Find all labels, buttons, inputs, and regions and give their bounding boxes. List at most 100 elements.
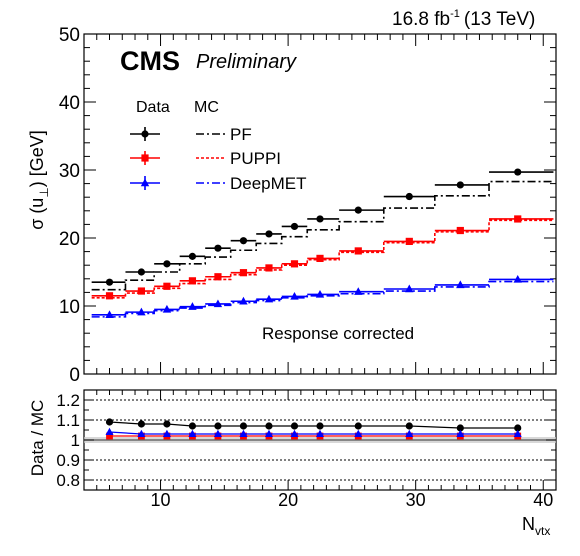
ratio-point-deepmet [456, 429, 465, 437]
data-point-deepmet [264, 294, 274, 303]
ratio-y-axis-title: Data / MC [28, 400, 47, 477]
legend-label-pf: PF [230, 125, 252, 144]
data-point-pf [456, 181, 464, 189]
legend-data-header: Data [136, 99, 170, 116]
legend-marker-puppi [141, 154, 149, 162]
data-point-puppi [137, 287, 146, 295]
ratio-point-pf [354, 422, 362, 430]
data-point-pf [188, 252, 197, 260]
legend-label-deepmet: DeepMET [230, 174, 307, 193]
data-point-puppi [265, 264, 273, 272]
ratio-panel: 0.80.911.11.2 10 20 30 40 Data / MC Nvtx [28, 389, 557, 538]
main-panel: 0 10 20 30 40 50 σ (u⊥) [GeV] CMS Preliminary… [27, 25, 557, 386]
x-tick-label: 20 [278, 490, 298, 510]
legend-marker-pf [141, 130, 149, 138]
data-point-puppi [214, 273, 222, 281]
main-y-axis-title: σ (u⊥) [GeV] [27, 130, 51, 230]
data-point-puppi [316, 254, 324, 262]
ratio-point-pf [265, 422, 273, 430]
data-point-deepmet [162, 304, 172, 313]
legend-marker-deepmet [140, 178, 150, 187]
x-tick-label: 30 [406, 490, 426, 510]
ratio-point-pf [316, 422, 324, 430]
ratio-point-deepmet [354, 429, 363, 437]
ratio-point-deepmet [137, 429, 146, 437]
y-tick-label: 0 [69, 365, 80, 386]
data-point-pf [316, 215, 324, 223]
data-point-pf [290, 222, 299, 231]
response-corrected-annotation: Response corrected [262, 324, 414, 343]
data-point-puppi [456, 226, 464, 235]
data-point-pf [163, 260, 171, 268]
preliminary-label: Preliminary [196, 51, 297, 73]
legend-label-puppi: PUPPI [230, 149, 281, 168]
legend: Data MC PF PUPPI DeepMET [130, 99, 307, 193]
y-tick-label: 50 [59, 25, 80, 46]
ratio-point-deepmet [513, 429, 522, 437]
ratio-point-deepmet [239, 429, 248, 437]
ratio-y-tick-label: 1.2 [56, 391, 80, 410]
data-point-deepmet [188, 302, 197, 310]
ratio-line-pf [109, 421, 518, 429]
data-point-deepmet [405, 284, 414, 293]
x-tick-labels: 10 20 30 40 [151, 490, 554, 510]
x-tick-label: 40 [533, 490, 553, 510]
ratio-point-deepmet [188, 429, 197, 437]
data-point-pf [214, 244, 222, 252]
ratio-point-pf [405, 422, 413, 430]
ratio-point-pf [456, 424, 464, 432]
ratio-point-pf [239, 422, 248, 430]
data-point-pf [405, 192, 413, 201]
y-tick-label: 30 [59, 161, 80, 182]
ratio-point-pf [188, 422, 197, 430]
ratio-point-deepmet [316, 429, 324, 437]
mc-line-pf [91, 180, 554, 291]
data-point-deepmet [239, 296, 248, 305]
ratio-point-puppi [106, 432, 113, 440]
data-point-deepmet [513, 274, 522, 283]
data-point-puppi [354, 247, 362, 255]
y-tick-label: 20 [59, 229, 80, 250]
ratio-point-deepmet [162, 429, 171, 437]
ratio-series-group [105, 418, 522, 440]
ratio-axis-ticks [84, 390, 557, 490]
y-tick-label: 10 [59, 297, 80, 318]
cms-label: CMS [120, 46, 180, 76]
ratio-point-deepmet [405, 429, 414, 437]
data-point-pf [514, 168, 522, 176]
x-axis-title: Nvtx [522, 514, 550, 538]
data-point-pf [137, 268, 146, 276]
ratio-point-pf [137, 420, 146, 428]
x-tick-label: 10 [151, 490, 171, 510]
ratio-point-deepmet [290, 429, 299, 437]
main-axis-ticks [84, 33, 557, 375]
data-point-puppi [239, 269, 248, 277]
data-point-puppi [163, 282, 171, 290]
data-point-puppi [188, 277, 197, 285]
data-point-deepmet [213, 299, 223, 308]
data-point-pf [265, 230, 273, 238]
ratio-y-tick-labels: 0.80.911.11.2 [56, 391, 80, 490]
main-plot-frame [83, 33, 557, 375]
ratio-reference-lines [84, 399, 556, 481]
ratio-point-pf [105, 418, 114, 426]
ratio-point-deepmet [213, 429, 222, 437]
data-point-deepmet [315, 289, 325, 298]
ratio-y-tick-label: 0.9 [56, 451, 80, 470]
data-point-deepmet [105, 310, 114, 319]
data-point-pf [239, 237, 248, 245]
ratio-line-deepmet [109, 431, 518, 435]
data-point-deepmet [456, 280, 465, 289]
lumi-label: 16.8 fb-1 (13 TeV) [392, 8, 535, 30]
ratio-y-tick-label: 0.8 [56, 471, 80, 490]
ratio-point-pf [214, 422, 222, 430]
ratio-point-deepmet [105, 427, 114, 435]
legend-mc-header: MC [194, 99, 219, 116]
ratio-point-deepmet [264, 429, 273, 437]
ratio-point-pf [163, 420, 171, 428]
y-tick-label: 40 [59, 93, 80, 114]
data-point-puppi [105, 292, 114, 300]
data-point-puppi [405, 237, 413, 245]
main-y-tick-labels: 0 10 20 30 40 50 [59, 25, 80, 386]
